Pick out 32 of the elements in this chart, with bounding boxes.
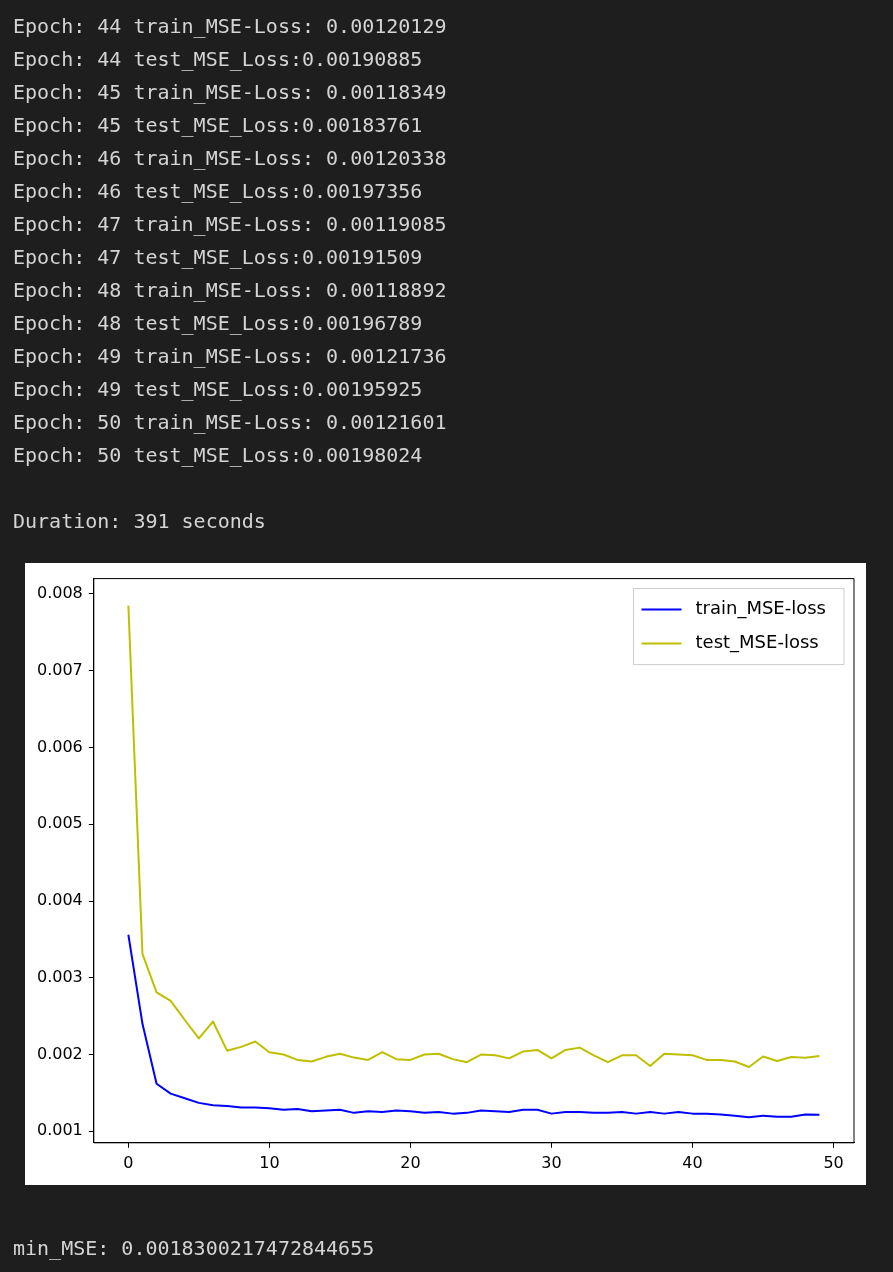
text: Epoch: 48 train_MSE-Loss: 0.00118892 — [13, 277, 447, 304]
text: Epoch: 50 train_MSE-Loss: 0.00121601 — [13, 409, 447, 436]
text: Epoch: 45 test_MSE_Loss:0.00183761 — [13, 112, 424, 139]
y-tick-label: 0.004 — [36, 890, 83, 910]
text: Epoch: 46 train_MSE-Loss: 0.00120338 — [13, 145, 447, 172]
y-tick-label: 0.007 — [36, 659, 83, 679]
legend-label: test_MSE-loss — [695, 631, 819, 654]
text: Epoch: 44 test_MSE_Loss:0.00190885 — [13, 46, 424, 73]
text: min_MSE: 0.0018300217472844655 — [13, 1235, 375, 1262]
text: Duration: 391 seconds — [13, 508, 267, 535]
text: Epoch: 49 test_MSE_Loss:0.00195925 — [13, 376, 424, 403]
legend-label: train_MSE-loss — [695, 597, 827, 620]
y-tick-label: 0.006 — [36, 736, 83, 756]
x-tick-label: 50 — [823, 1152, 844, 1172]
x-tick-label: 30 — [541, 1152, 562, 1172]
text: Epoch: 50 test_MSE_Loss:0.00198024 — [13, 442, 424, 469]
x-tick-label: 0 — [123, 1152, 134, 1172]
text: Epoch: 47 train_MSE-Loss: 0.00119085 — [13, 211, 447, 238]
text: Epoch: 46 test_MSE_Loss:0.00197356 — [13, 178, 424, 205]
y-tick-label: 0.008 — [36, 583, 83, 603]
y-tick-label: 0.005 — [36, 813, 83, 833]
x-tick-label: 20 — [400, 1152, 421, 1172]
x-tick-label: 10 — [259, 1152, 280, 1172]
text: Epoch: 45 train_MSE-Loss: 0.00118349 — [13, 79, 447, 106]
y-tick-label: 0.001 — [36, 1120, 83, 1140]
y-tick-label: 0.002 — [36, 1043, 83, 1063]
text: Epoch: 48 test_MSE_Loss:0.00196789 — [13, 310, 424, 337]
text: Epoch: 47 test_MSE_Loss:0.00191509 — [13, 244, 424, 271]
text: Epoch: 44 train_MSE-Loss: 0.00120129 — [13, 13, 447, 40]
text: Epoch: 49 train_MSE-Loss: 0.00121736 — [13, 343, 447, 370]
x-tick-label: 40 — [682, 1152, 703, 1172]
y-tick-label: 0.003 — [36, 966, 83, 986]
